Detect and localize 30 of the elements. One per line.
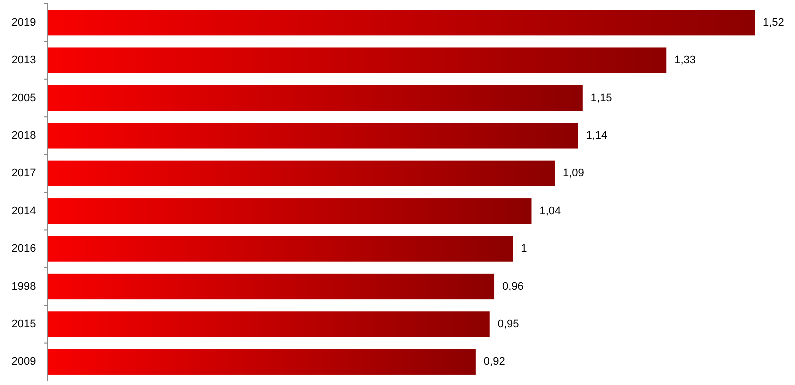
data-label: 0,92	[484, 356, 506, 368]
bar	[48, 236, 514, 262]
data-label: 1,04	[540, 205, 562, 218]
data-label: 1,15	[590, 92, 612, 104]
bar	[48, 349, 476, 375]
data-label: 0,96	[502, 280, 524, 293]
y-tick-label: 2005	[12, 92, 36, 104]
bar	[48, 274, 495, 300]
bar	[48, 10, 755, 36]
bar	[48, 312, 490, 338]
data-label: 1,14	[586, 130, 608, 142]
bar	[48, 48, 667, 74]
data-label: 1,33	[674, 54, 696, 67]
bar	[48, 198, 532, 224]
y-tick-label: 2019	[12, 16, 36, 29]
y-tick-label: 2013	[12, 54, 36, 67]
y-tick-label: 2015	[12, 318, 36, 330]
data-label: 1,52	[763, 16, 784, 29]
data-label: 0,95	[498, 318, 520, 330]
bar	[48, 123, 578, 149]
y-tick-label: 2018	[12, 130, 36, 142]
bar	[48, 85, 583, 112]
y-tick-label: 2009	[12, 356, 36, 368]
y-tick-label: 1998	[12, 280, 36, 293]
data-label: 1	[521, 243, 528, 256]
y-tick-label: 2016	[12, 243, 36, 256]
y-tick-label: 2017	[12, 168, 36, 180]
y-tick-label: 2014	[12, 205, 36, 218]
bar	[48, 160, 555, 186]
data-label: 1,09	[562, 168, 584, 180]
